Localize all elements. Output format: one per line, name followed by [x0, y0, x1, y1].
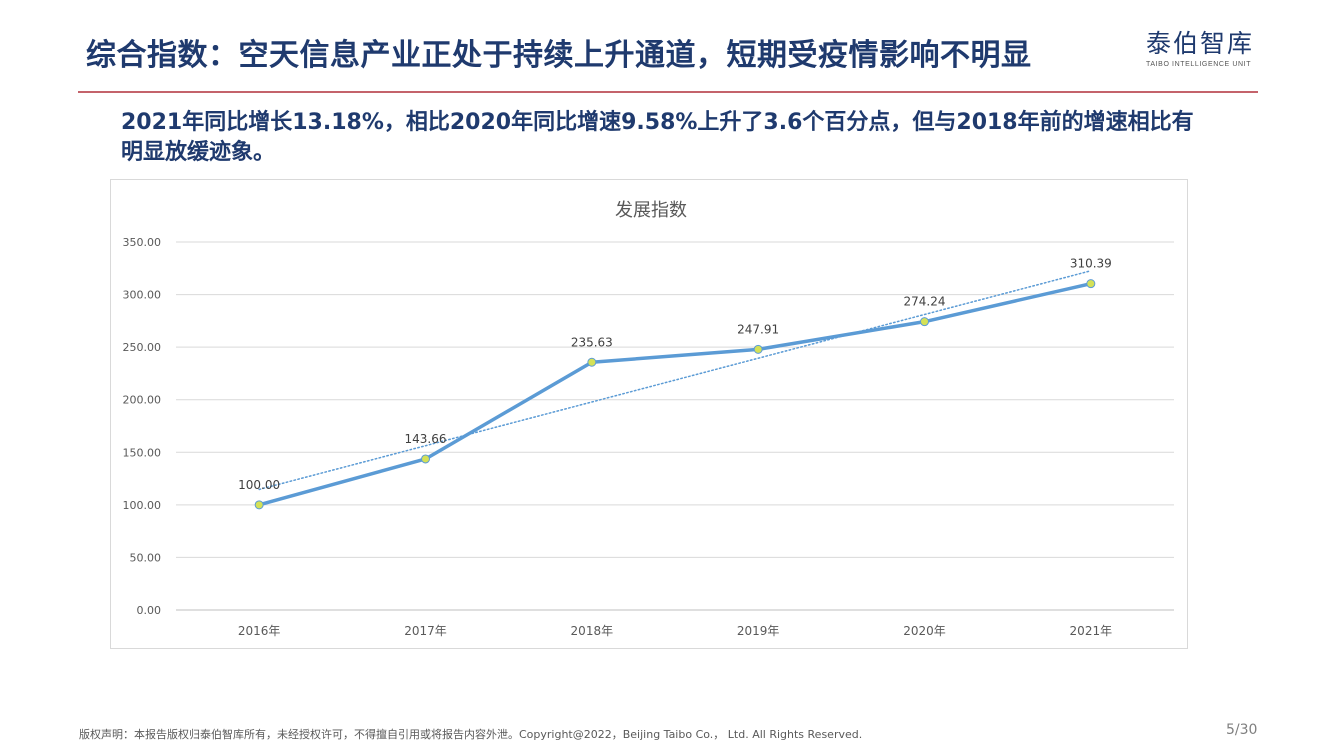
chart-container: 发展指数 100.00 143.66 235.63 247.91 274.24 310.3… — [110, 179, 1188, 649]
data-label: 235.63 — [571, 335, 613, 349]
x-tick-label: 2016年 — [238, 624, 281, 638]
x-tick-label: 2018年 — [571, 624, 614, 638]
logo: 泰伯智库 TAIBO INTELLIGENCE UNIT — [1146, 29, 1261, 69]
data-point — [421, 454, 430, 464]
data-label: 274.24 — [904, 295, 946, 309]
x-tick-label: 2017年 — [404, 624, 447, 638]
y-tick-label: 200.00 — [123, 394, 162, 407]
copyright-notice: 版权声明：本报告版权归泰伯智库所有，未经授权许可，不得擅自引用或将报告内容外泄。… — [79, 728, 863, 741]
y-tick-label: 300.00 — [123, 289, 162, 302]
title-divider — [78, 91, 1258, 93]
series-line — [257, 281, 1093, 507]
chart-title: 发展指数 — [615, 200, 687, 221]
x-tick-label: 2020年 — [903, 624, 946, 638]
data-label: 247.91 — [737, 322, 779, 336]
logo-subtext: TAIBO INTELLIGENCE UNIT — [1146, 61, 1252, 68]
data-point — [920, 317, 929, 327]
slide-title: 综合指数：空天信息产业正处于持续上升通道，短期受疫情影响不明显 — [86, 38, 1032, 73]
trendline — [258, 270, 1092, 491]
data-point — [587, 357, 597, 367]
y-tick-label: 50.00 — [130, 551, 162, 564]
y-tick-label: 350.00 — [123, 236, 162, 249]
data-point — [753, 344, 763, 354]
y-tick-label: 150.00 — [123, 446, 162, 459]
data-label: 100.00 — [238, 478, 280, 492]
y-tick-label: 250.00 — [123, 341, 162, 354]
line-chart: 发展指数 100.00 143.66 235.63 247.91 274.24 310.3… — [123, 200, 1174, 638]
data-label: 143.66 — [405, 432, 447, 446]
x-tick-label: 2019年 — [737, 624, 780, 638]
y-tick-label: 100.00 — [123, 499, 162, 512]
logo-text: 泰伯智库 — [1146, 29, 1255, 58]
slide-subtitle: 2021年同比增长13.18%，相比2020年同比增速9.58%上升了3.6个百… — [121, 110, 1194, 165]
y-tick-label: 0.00 — [137, 604, 162, 617]
page-number: 5/30 — [1226, 722, 1258, 738]
data-point — [1086, 279, 1096, 289]
data-label: 310.39 — [1070, 257, 1112, 271]
x-tick-label: 2021年 — [1070, 624, 1113, 638]
data-point — [254, 500, 264, 510]
